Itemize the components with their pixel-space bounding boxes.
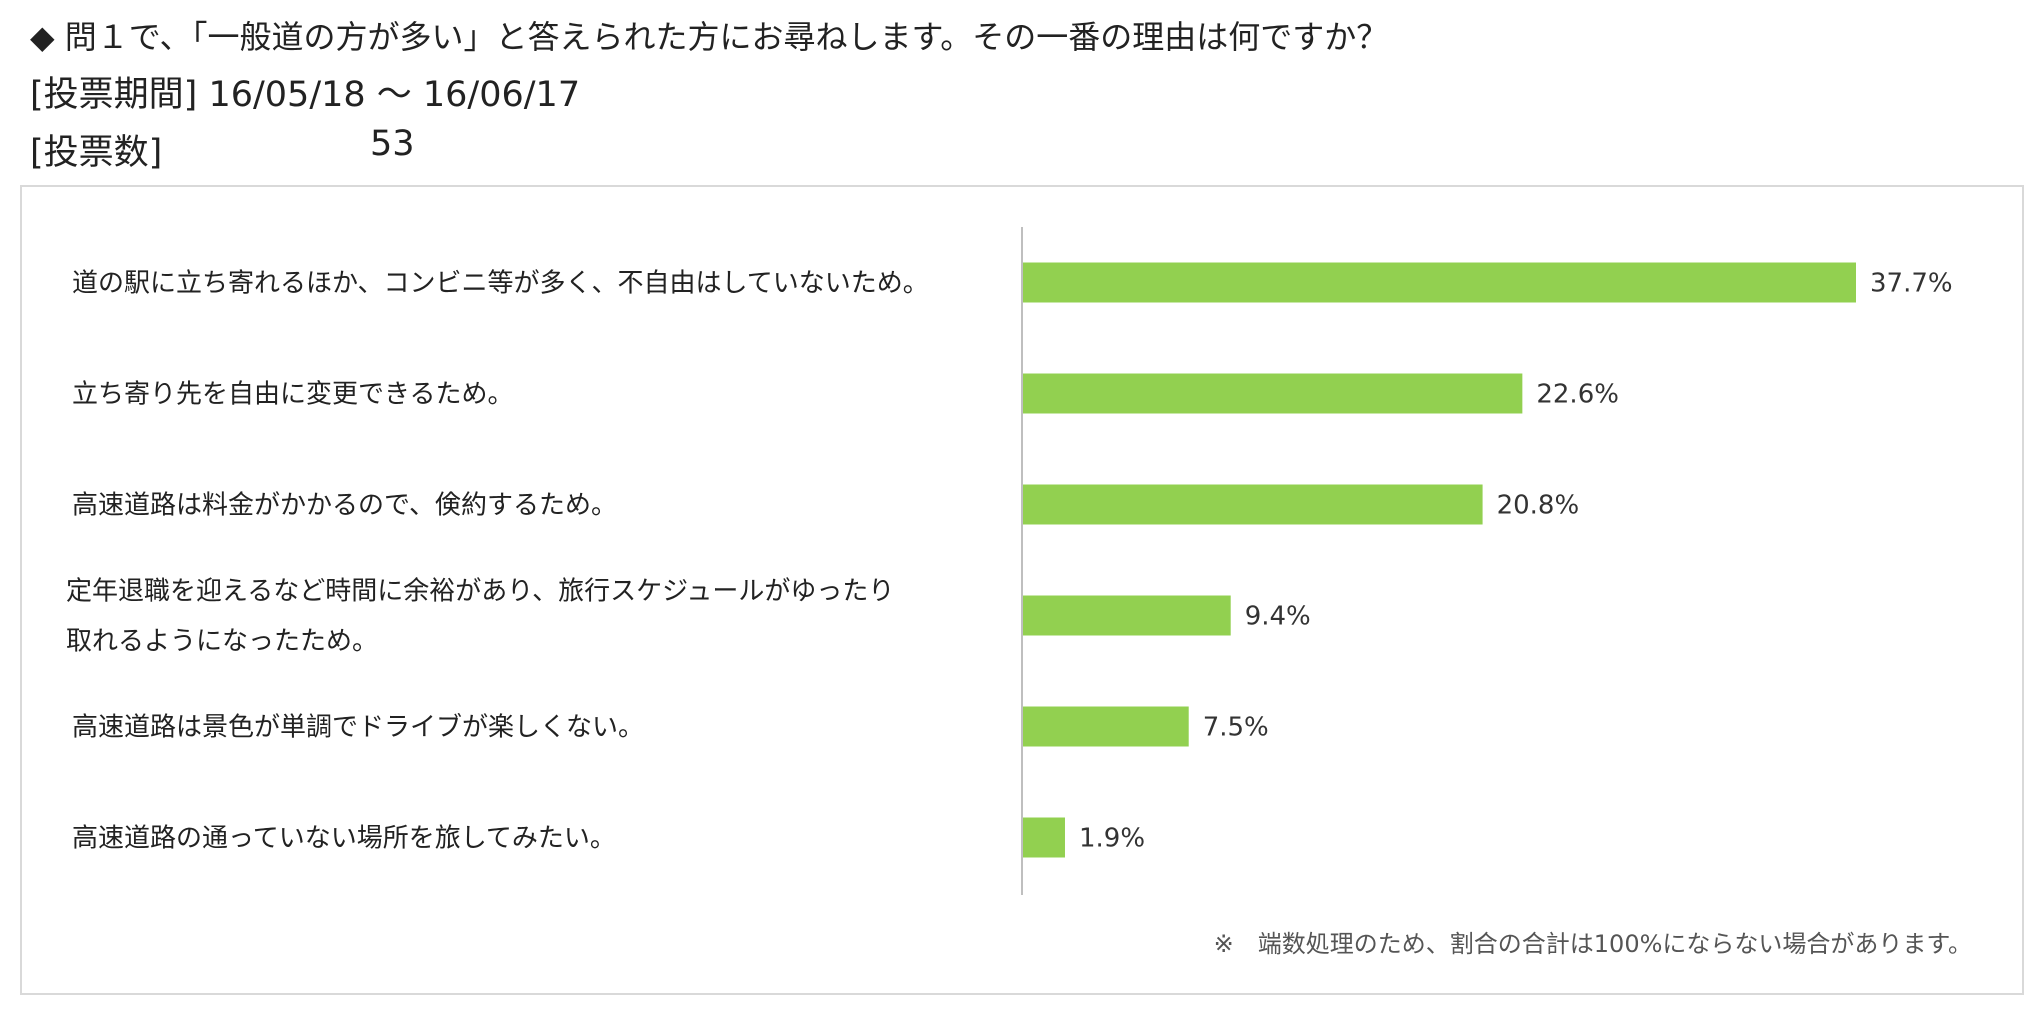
voting-period-value: 16/05/18 ～ 16/06/17 [208,75,581,115]
data-label-4: 7.5% [1203,713,1269,743]
data-label-3: 9.4% [1245,602,1311,632]
bar-0 [1023,262,1856,303]
vote-count: [投票数] 53 [30,124,415,175]
data-label-0: 37.7% [1870,269,1953,299]
bar-5 [1023,817,1065,858]
category-label-1: 立ち寄り先を自由に変更できるため。 [72,380,513,410]
category-label-3-line-1: 取れるようになったため。 [66,627,378,657]
bar-3 [1023,595,1231,636]
category-label-5: 高速道路の通っていない場所を旅してみたい。 [72,824,616,854]
vote-count-value: 53 [370,124,415,164]
category-label-4: 高速道路は景色が単調でドライブが楽しくない。 [72,713,644,743]
bar-4 [1023,706,1189,747]
vote-count-label: [投票数] [30,133,163,173]
data-label-1: 22.6% [1536,380,1619,410]
chart-panel: 37.7% 道の駅に立ち寄れるほか、コンビニ等が多く、不自由はしていないため。 22… [20,185,2024,995]
voting-period: [投票期間] 16/05/18 ～ 16/06/17 [30,66,580,117]
data-label-2: 20.8% [1497,491,1580,521]
rounding-note: ※ 端数処理のため、割合の合計は100%にならない場合があります。 [1213,930,1972,958]
bar-1 [1023,373,1523,414]
bar-2 [1023,484,1483,525]
category-label-3-line-0: 定年退職を迎えるなど時間に余裕があり、旅行スケジュールがゆったり [66,577,894,607]
category-label-0: 道の駅に立ち寄れるほか、コンビニ等が多く、不自由はしていないため。 [72,269,929,299]
voting-period-label: [投票期間] [30,75,198,115]
question-title: ◆ 問１で、「一般道の方が多い」と答えられた方にお尋ねします。その一番の理由は何… [30,18,1389,56]
data-label-5: 1.9% [1079,824,1145,854]
category-label-2: 高速道路は料金がかかるので、倹約するため。 [72,491,617,521]
bar-chart: 37.7% 道の駅に立ち寄れるほか、コンビニ等が多く、不自由はしていないため。 22… [66,227,1953,895]
